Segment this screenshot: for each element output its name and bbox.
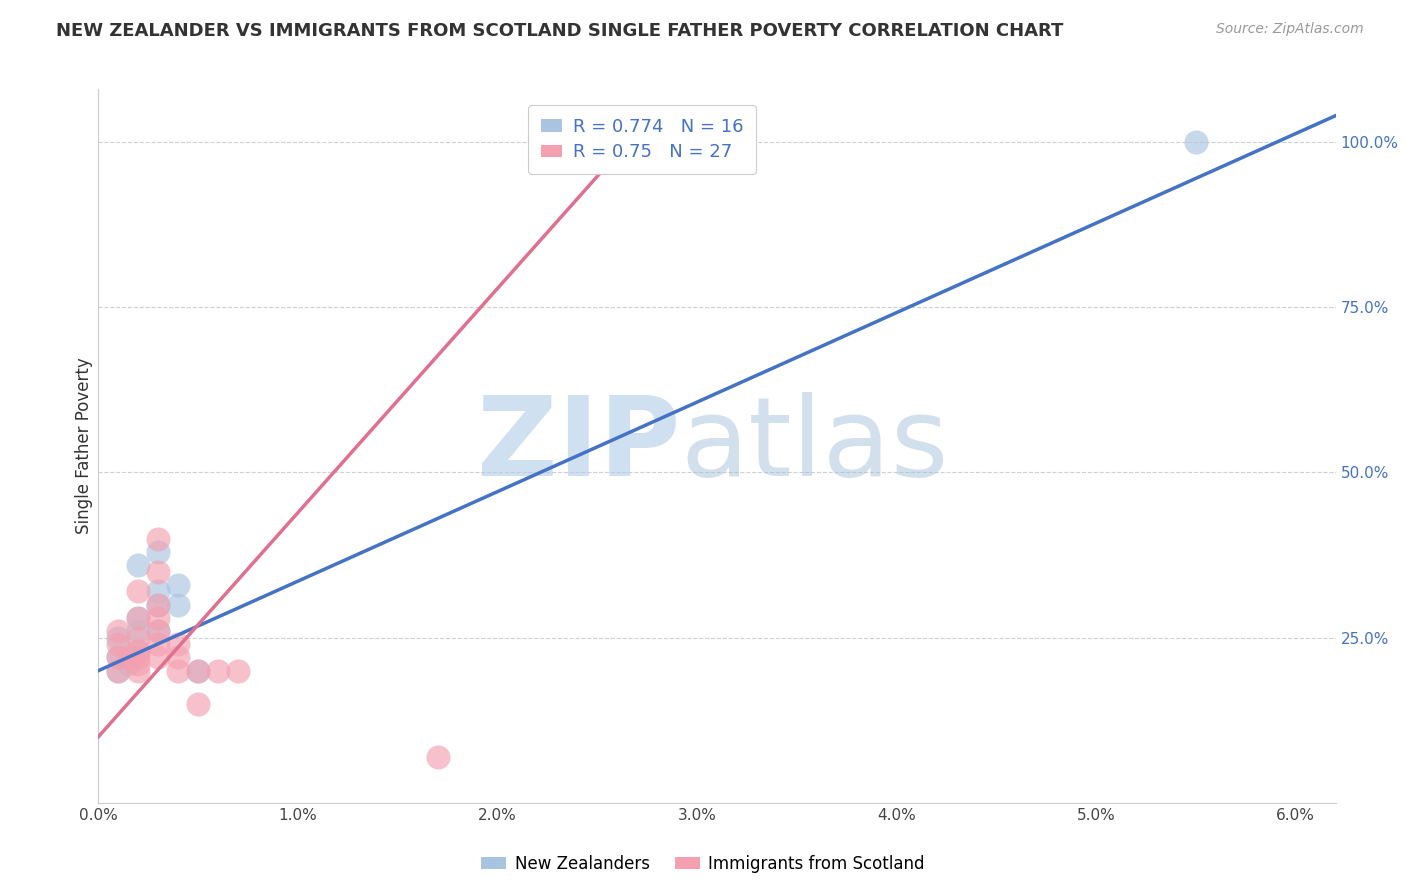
Point — [148, 598, 170, 612]
Point — [426, 749, 449, 764]
Text: Source: ZipAtlas.com: Source: ZipAtlas.com — [1216, 22, 1364, 37]
Point — [187, 664, 209, 678]
Point — [127, 558, 149, 572]
Point — [167, 650, 190, 665]
Point — [127, 631, 149, 645]
Point — [107, 637, 129, 651]
Point — [167, 578, 190, 592]
Legend: New Zealanders, Immigrants from Scotland: New Zealanders, Immigrants from Scotland — [475, 848, 931, 880]
Point — [117, 650, 139, 665]
Point — [107, 664, 129, 678]
Point — [148, 584, 170, 599]
Point — [226, 664, 249, 678]
Point — [107, 650, 129, 665]
Point — [167, 637, 190, 651]
Point — [127, 650, 149, 665]
Point — [148, 611, 170, 625]
Point — [127, 611, 149, 625]
Point — [127, 611, 149, 625]
Legend: R = 0.774   N = 16, R = 0.75   N = 27: R = 0.774 N = 16, R = 0.75 N = 27 — [529, 105, 756, 174]
Point — [148, 545, 170, 559]
Y-axis label: Single Father Poverty: Single Father Poverty — [75, 358, 93, 534]
Point — [148, 598, 170, 612]
Point — [148, 532, 170, 546]
Text: atlas: atlas — [681, 392, 949, 500]
Point — [207, 664, 229, 678]
Point — [1185, 135, 1208, 149]
Point — [148, 650, 170, 665]
Point — [107, 664, 129, 678]
Point — [107, 650, 129, 665]
Point — [148, 624, 170, 638]
Point — [187, 664, 209, 678]
Point — [127, 644, 149, 658]
Point — [167, 598, 190, 612]
Point — [148, 565, 170, 579]
Point — [107, 624, 129, 638]
Point — [167, 664, 190, 678]
Point — [127, 624, 149, 638]
Point — [127, 644, 149, 658]
Text: NEW ZEALANDER VS IMMIGRANTS FROM SCOTLAND SINGLE FATHER POVERTY CORRELATION CHAR: NEW ZEALANDER VS IMMIGRANTS FROM SCOTLAN… — [56, 22, 1063, 40]
Point — [127, 584, 149, 599]
Point — [127, 657, 149, 671]
Text: ZIP: ZIP — [477, 392, 681, 500]
Point — [107, 631, 129, 645]
Point — [148, 637, 170, 651]
Point — [127, 664, 149, 678]
Point — [117, 657, 139, 671]
Point — [148, 624, 170, 638]
Point — [187, 697, 209, 711]
